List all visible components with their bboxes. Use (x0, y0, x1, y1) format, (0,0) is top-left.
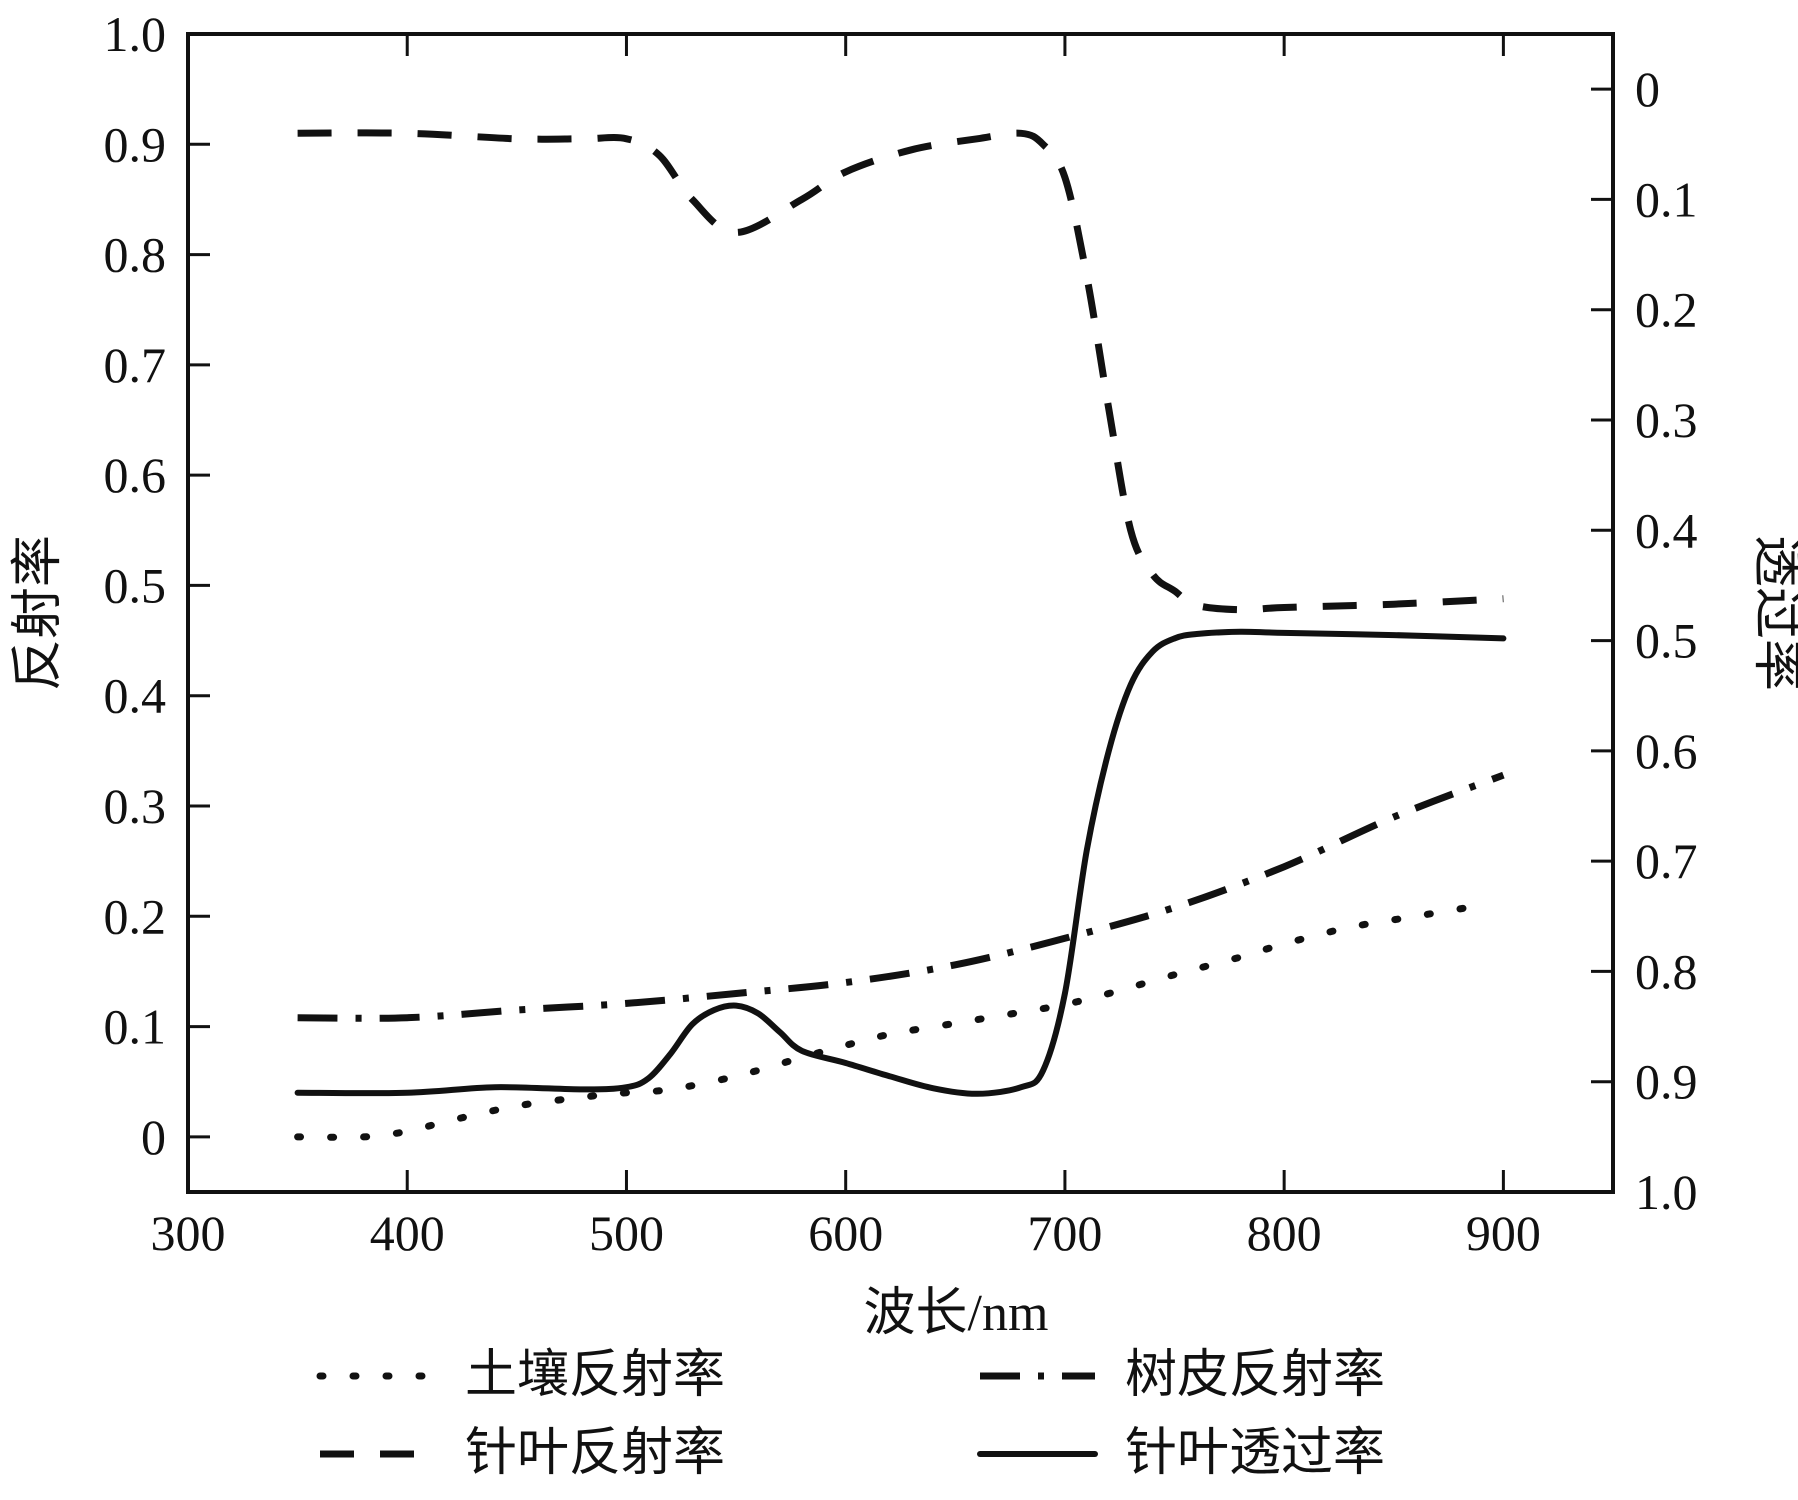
x-tick-label: 500 (589, 1205, 664, 1261)
y-right-tick-label: 0.6 (1635, 723, 1698, 779)
x-axis: 300 400 500 600 700 800 900 (151, 34, 1541, 1261)
y-right-tick-label: 0.7 (1635, 833, 1698, 889)
series-line-2 (297, 771, 1505, 1022)
x-tick-label: 900 (1466, 1205, 1541, 1261)
y-left-tick-label: 0.9 (104, 116, 167, 172)
y-left-tick-label: 0.1 (104, 999, 167, 1055)
y-right-tick-label: 0.2 (1635, 282, 1698, 338)
legend-label-3: 针叶反射率 (465, 1425, 725, 1482)
y-left-tick-label: 0.2 (104, 888, 167, 944)
x-tick-label: 600 (808, 1205, 883, 1261)
y-right-tick-label: 1.0 (1635, 1164, 1698, 1220)
series-line-4 (294, 628, 1507, 1097)
y-left-tick-label: 0.5 (104, 557, 167, 613)
y-axis-left-title: 反射率 (10, 535, 67, 691)
y-left-tick-label: 0 (141, 1109, 166, 1165)
x-tick-label: 800 (1247, 1205, 1322, 1261)
series-line-3 (297, 129, 1504, 614)
legend-label-4: 针叶透过率 (1125, 1425, 1385, 1482)
x-tick-label: 700 (1027, 1205, 1102, 1261)
y-right-tick-label: 0.9 (1635, 1054, 1698, 1110)
legend-label-2: 树皮反射率 (1125, 1347, 1385, 1404)
y-right-tick-label: 0.8 (1635, 943, 1698, 999)
y-right-tick-label: 0.3 (1635, 392, 1698, 448)
x-axis-title: 波长/nm (864, 1285, 1049, 1342)
y-left-tick-label: 0.8 (104, 227, 167, 283)
y-right-tick-label: 0.5 (1635, 613, 1698, 669)
y-left-tick-label: 0.6 (104, 447, 167, 503)
plot-frame (186, 32, 1615, 1194)
series-line-1 (294, 901, 1485, 1141)
y-right-tick-label: 0 (1635, 61, 1660, 117)
y-axis-right-title: 透过率 (1748, 535, 1798, 691)
series-layer (294, 129, 1507, 1141)
y-axis-left: 0 0.1 0.2 0.3 0.4 0.5 0.6 0.7 0.8 0.9 1.0 (104, 6, 210, 1165)
y-right-tick-label: 0.4 (1635, 502, 1698, 558)
y-left-tick-label: 0.7 (104, 337, 167, 393)
x-tick-label: 400 (370, 1205, 445, 1261)
y-right-tick-label: 0.1 (1635, 171, 1698, 227)
y-axis-right: 0 0.1 0.2 0.3 0.4 0.5 0.6 0.7 0.8 0.9 1.0 (1591, 61, 1698, 1220)
y-left-tick-label: 1.0 (104, 6, 167, 62)
y-left-tick-label: 0.3 (104, 778, 167, 834)
legend-label-1: 土壤反射率 (465, 1347, 725, 1404)
y-left-tick-label: 0.4 (104, 668, 167, 724)
x-tick-label: 300 (151, 1205, 226, 1261)
